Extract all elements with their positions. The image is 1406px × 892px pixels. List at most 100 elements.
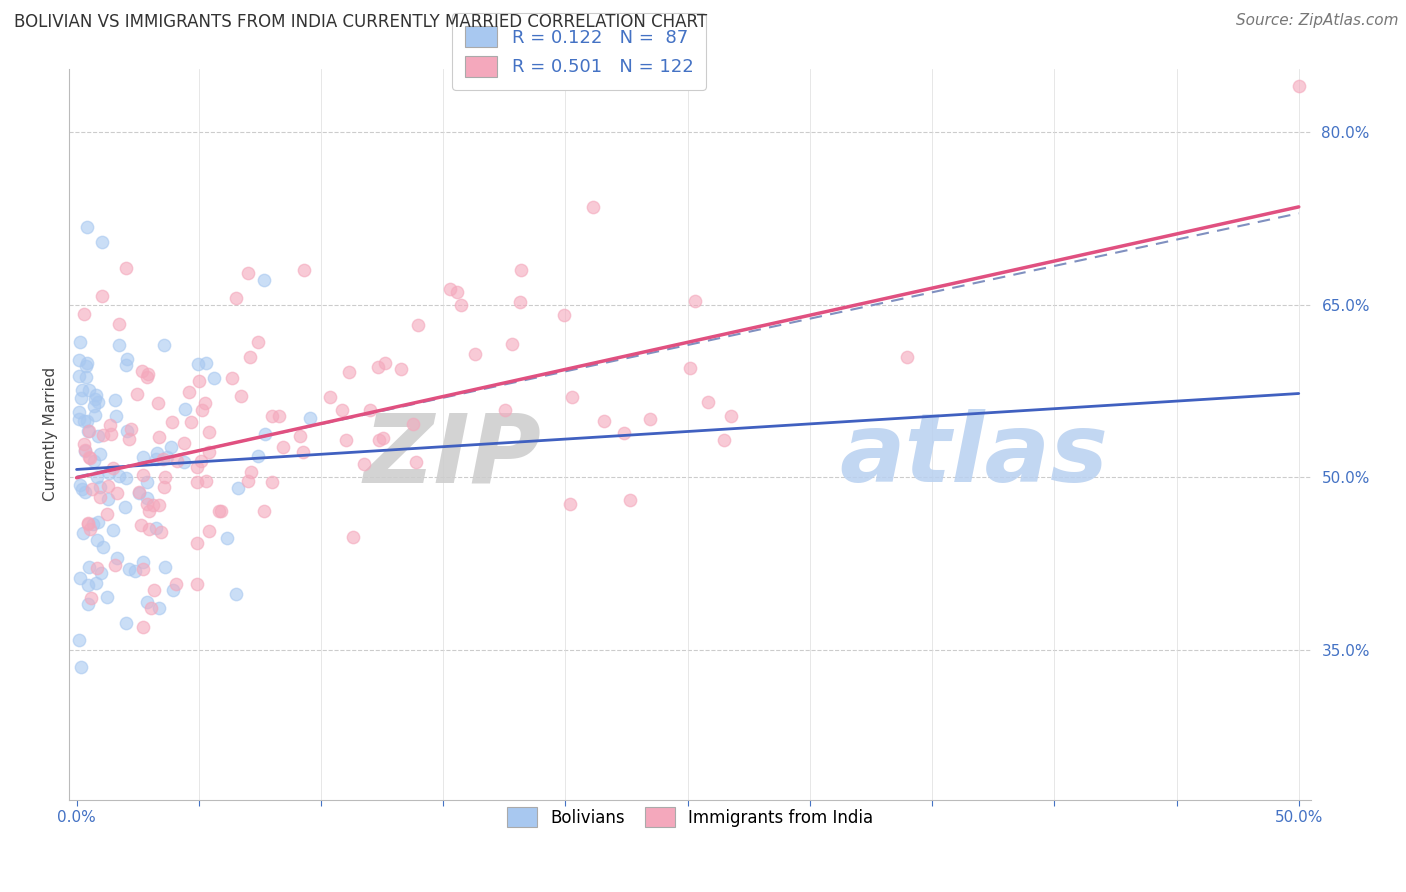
Point <box>371 431 394 445</box>
Point <box>150 525 173 540</box>
Point <box>105 551 128 566</box>
Point <box>72 414 94 428</box>
Point <box>180 415 202 429</box>
Point <box>84 409 107 423</box>
Legend: Bolivians, Immigrants from India: Bolivians, Immigrants from India <box>499 799 882 835</box>
Point <box>70 383 93 397</box>
Text: BOLIVIAN VS IMMIGRANTS FROM INDIA CURRENTLY MARRIED CORRELATION CHART: BOLIVIAN VS IMMIGRANTS FROM INDIA CURREN… <box>14 13 707 31</box>
Point <box>148 499 170 513</box>
Point <box>494 403 516 417</box>
Point <box>76 516 98 531</box>
Point <box>683 294 706 309</box>
Point <box>152 480 174 494</box>
Point <box>186 475 208 489</box>
Point <box>80 591 103 606</box>
Point <box>613 425 636 440</box>
Point <box>229 389 252 403</box>
Point <box>83 399 105 413</box>
Point <box>101 460 124 475</box>
Point <box>202 371 225 385</box>
Point <box>253 504 276 518</box>
Point <box>173 436 195 450</box>
Point <box>77 559 100 574</box>
Point <box>209 504 232 518</box>
Point <box>105 486 128 500</box>
Point <box>353 458 375 472</box>
Point <box>138 522 160 536</box>
Point <box>271 440 294 454</box>
Point <box>96 507 118 521</box>
Point <box>76 219 98 234</box>
Point <box>402 417 425 432</box>
Point <box>72 526 94 541</box>
Point <box>104 558 127 573</box>
Point <box>125 387 148 401</box>
Point <box>198 425 221 439</box>
Point <box>83 454 105 468</box>
Point <box>342 530 364 544</box>
Point <box>186 536 208 550</box>
Point <box>593 414 616 428</box>
Point <box>67 369 90 384</box>
Point <box>97 479 120 493</box>
Point <box>115 424 138 438</box>
Point <box>114 471 136 485</box>
Point <box>115 260 138 275</box>
Point <box>136 367 159 381</box>
Point <box>70 482 93 496</box>
Point <box>142 583 165 598</box>
Point <box>292 263 315 277</box>
Point <box>246 334 269 349</box>
Point <box>337 365 360 379</box>
Point <box>129 518 152 533</box>
Point <box>359 403 381 417</box>
Point <box>135 497 157 511</box>
Point <box>124 564 146 578</box>
Point <box>135 370 157 384</box>
Point <box>510 263 533 277</box>
Point <box>148 601 170 615</box>
Point <box>77 597 100 611</box>
Point <box>84 575 107 590</box>
Point <box>246 449 269 463</box>
Point <box>262 475 284 490</box>
Point <box>115 358 138 372</box>
Point <box>141 600 163 615</box>
Point <box>100 427 122 442</box>
Point <box>179 385 201 400</box>
Point <box>146 396 169 410</box>
Point <box>73 484 96 499</box>
Point <box>73 307 96 321</box>
Point <box>108 468 131 483</box>
Point <box>128 485 150 500</box>
Point <box>128 486 150 500</box>
Point <box>896 350 918 364</box>
Point <box>217 531 239 545</box>
Text: atlas: atlas <box>839 409 1108 502</box>
Point <box>152 451 174 466</box>
Point <box>236 266 259 280</box>
Point <box>190 454 212 468</box>
Point <box>69 571 91 585</box>
Point <box>67 352 90 367</box>
Point <box>73 443 96 458</box>
Point <box>290 428 312 442</box>
Point <box>75 359 97 374</box>
Point <box>136 491 159 505</box>
Point <box>697 394 720 409</box>
Point <box>221 370 243 384</box>
Point <box>118 562 141 576</box>
Point <box>561 390 583 404</box>
Point <box>76 424 98 438</box>
Point <box>165 576 187 591</box>
Point <box>79 383 101 397</box>
Point <box>582 201 605 215</box>
Point <box>91 540 114 554</box>
Point <box>253 272 276 286</box>
Point <box>86 429 108 443</box>
Point <box>69 660 91 674</box>
Point <box>87 515 110 529</box>
Point <box>330 403 353 417</box>
Point <box>368 434 391 448</box>
Point <box>194 356 217 370</box>
